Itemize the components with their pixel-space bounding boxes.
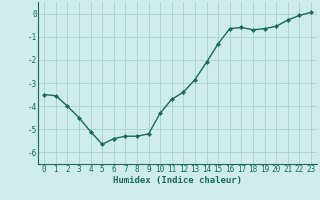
X-axis label: Humidex (Indice chaleur): Humidex (Indice chaleur) — [113, 176, 242, 185]
